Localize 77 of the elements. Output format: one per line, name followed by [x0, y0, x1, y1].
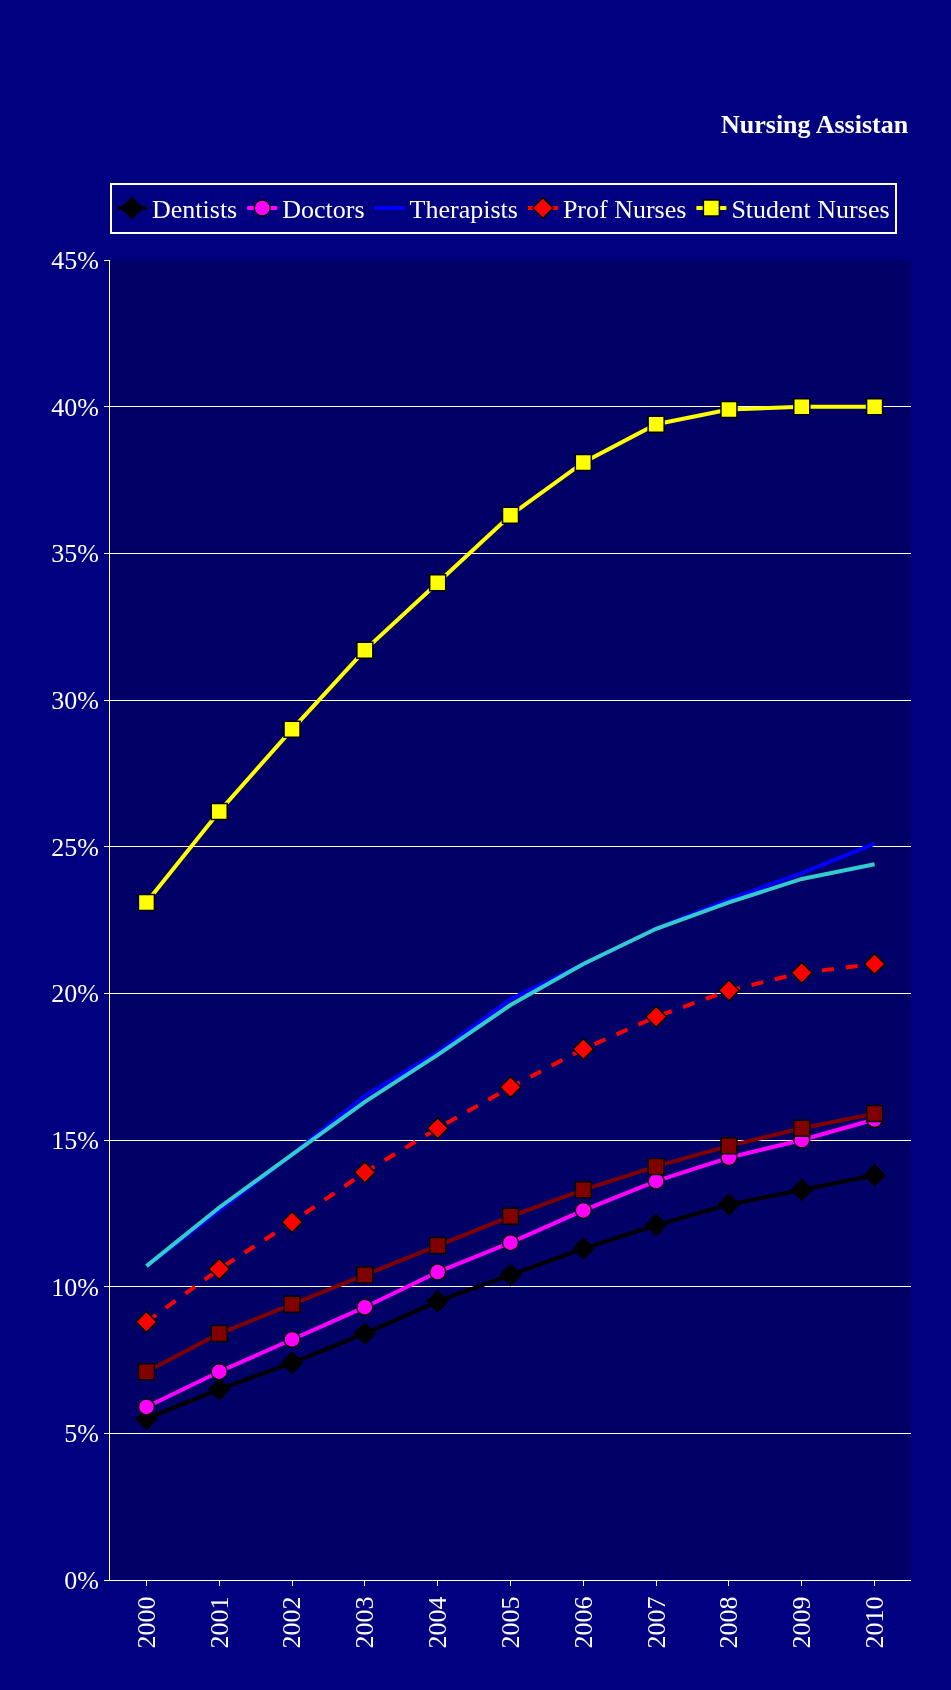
point	[208, 1378, 231, 1401]
legend-label: Prof Nurses	[562, 195, 687, 225]
point	[280, 1351, 304, 1375]
point	[426, 1290, 449, 1313]
point	[137, 893, 156, 912]
point	[647, 1157, 665, 1176]
y-tick-label: 10%	[51, 1272, 99, 1302]
point	[647, 415, 665, 434]
legend-label: Therapists	[409, 195, 518, 225]
point	[428, 1263, 447, 1281]
point	[790, 961, 813, 984]
point	[644, 1213, 668, 1237]
y-tick-label: 30%	[51, 686, 99, 716]
point	[863, 1164, 886, 1187]
point	[356, 641, 374, 659]
y-tick-label: 25%	[51, 832, 99, 862]
point	[793, 397, 811, 416]
point	[644, 1005, 668, 1028]
point	[863, 952, 886, 976]
point	[501, 1207, 520, 1226]
text: Nursing Assistan	[721, 110, 909, 139]
point	[574, 1181, 593, 1199]
point	[572, 1037, 595, 1061]
point	[210, 1362, 228, 1381]
point	[135, 1310, 158, 1334]
point	[499, 1076, 522, 1099]
x-tick-label: 2005	[495, 1596, 525, 1649]
point	[574, 453, 593, 472]
point	[501, 1233, 520, 1252]
point	[501, 506, 520, 524]
point	[865, 1104, 884, 1123]
point	[137, 1398, 156, 1416]
point	[720, 400, 738, 419]
point	[283, 1330, 301, 1349]
point	[720, 1137, 738, 1155]
point	[283, 1295, 301, 1314]
y-tick-label: 20%	[51, 979, 99, 1009]
point	[790, 1178, 813, 1202]
point	[499, 1263, 522, 1287]
x-tick-label: 2002	[277, 1596, 307, 1649]
y-tick-label: 35%	[51, 539, 99, 569]
point	[356, 1266, 374, 1284]
x-tick-label: 2007	[641, 1596, 671, 1649]
x-tick-label: 2010	[860, 1596, 890, 1649]
point	[137, 1362, 156, 1381]
y-tick-label: 15%	[51, 1126, 99, 1156]
y-tick-label: 0%	[64, 1566, 99, 1596]
x-tick-label: 2003	[350, 1596, 380, 1649]
x-tick-label: 2004	[423, 1596, 453, 1649]
point	[428, 573, 447, 592]
y-tick-label: 5%	[64, 1419, 99, 1449]
x-tick-label: 2009	[787, 1596, 817, 1649]
point	[572, 1237, 595, 1260]
point	[353, 1322, 377, 1345]
x-tick-label: 2001	[204, 1596, 234, 1649]
legend-label: Dentists	[152, 195, 238, 225]
point	[208, 1257, 231, 1281]
point	[717, 1193, 741, 1216]
legend-label: Doctors	[282, 195, 365, 225]
x-tick-label: 2006	[568, 1596, 598, 1649]
point	[428, 1236, 447, 1255]
point	[574, 1201, 593, 1220]
point	[210, 802, 228, 821]
point	[865, 397, 884, 416]
point	[793, 1119, 811, 1138]
point	[356, 1298, 374, 1316]
point	[210, 1324, 228, 1343]
y-tick-label: 45%	[51, 246, 99, 276]
point	[717, 979, 741, 1002]
point	[353, 1161, 377, 1184]
legend-label: Student Nurses	[731, 195, 890, 225]
point	[280, 1210, 304, 1234]
x-tick-label: 2008	[714, 1596, 744, 1649]
point	[283, 720, 301, 739]
x-tick-label: 2000	[131, 1596, 161, 1649]
y-tick-label: 40%	[51, 392, 99, 422]
point	[426, 1117, 449, 1140]
